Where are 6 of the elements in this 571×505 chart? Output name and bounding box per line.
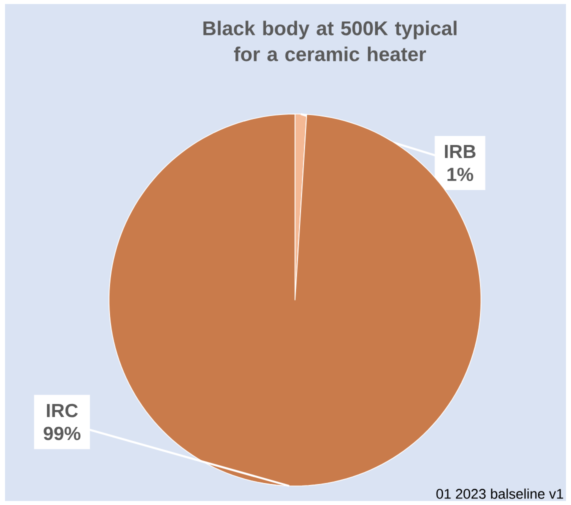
text: 01 2023 balseline v1	[436, 488, 564, 499]
chart-title: Black body at 500K typical for a ceramic heater	[203, 20, 456, 62]
slice-label: IRB	[444, 144, 476, 158]
slice-label: IRC	[46, 404, 78, 418]
data-label: 99%	[44, 426, 80, 440]
data-label: 1%	[448, 168, 474, 182]
